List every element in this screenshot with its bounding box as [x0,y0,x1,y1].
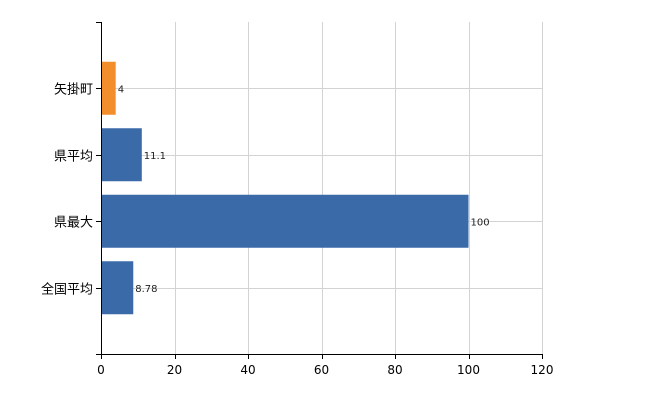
category-label-3: 全国平均 [41,282,93,298]
data-label-2: 100 [471,217,490,228]
bar-2 [101,194,469,248]
grid-lines [101,22,543,354]
bars [101,61,469,315]
data-label-0: 4 [118,84,124,95]
x-tick-label-40: 40 [240,363,255,377]
category-label-0: 矢掛町 [54,83,93,98]
x-tick-label-100: 100 [457,363,480,377]
category-label-1: 県平均 [54,150,93,165]
data-label-1: 11.1 [144,151,166,162]
bar-0 [101,61,116,115]
category-label-2: 県最大 [54,216,93,231]
bar-3 [101,261,134,315]
x-tick-label-0: 0 [97,363,105,377]
axes [96,22,543,359]
x-tick-label-60: 60 [314,363,329,377]
x-tick-label-80: 80 [387,363,402,377]
x-tick-label-20: 20 [167,363,182,377]
data-label-3: 8.78 [135,284,157,295]
bar-1 [101,128,142,182]
x-tick-label-120: 120 [531,363,554,377]
